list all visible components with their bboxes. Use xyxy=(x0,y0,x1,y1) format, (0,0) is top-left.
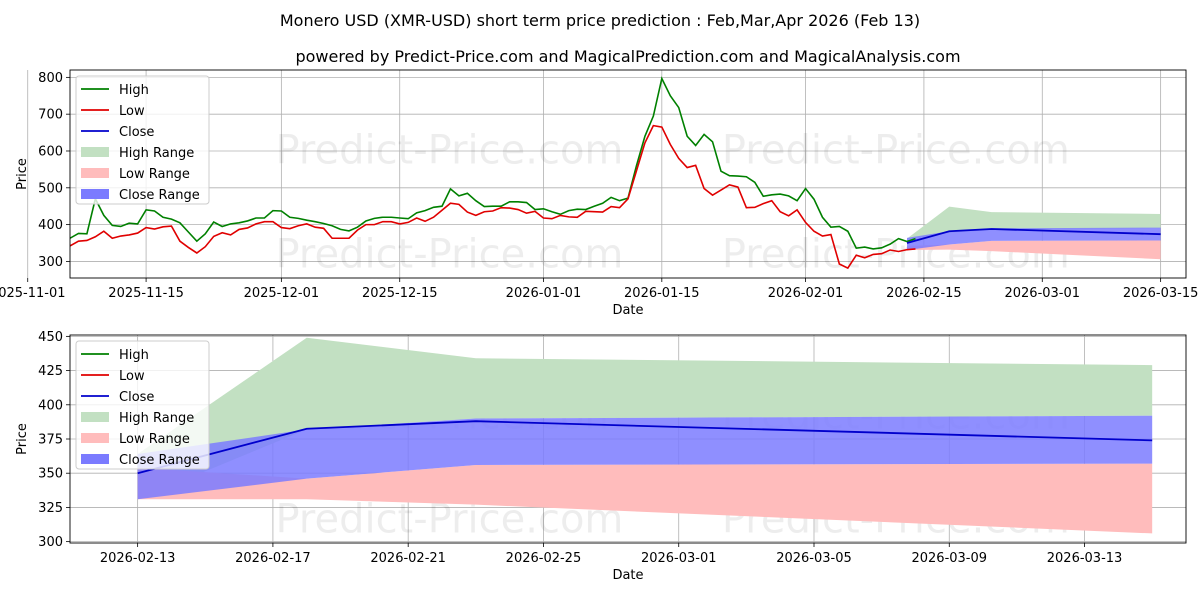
bottom-legend-label: Close xyxy=(119,390,154,405)
top-x-axis-label: Date xyxy=(612,303,643,318)
top-legend-label: Close xyxy=(119,125,154,140)
bottom-y-tick-label: 350 xyxy=(38,467,63,482)
top-x-tick-label: 2026-02-01 xyxy=(768,286,844,301)
top-x-tick-label: 2025-11-01 xyxy=(0,286,66,301)
bottom-legend-label: High Range xyxy=(119,411,194,426)
chart-title: Monero USD (XMR-USD) short term price pr… xyxy=(280,11,920,30)
top-x-tick-label: 2025-12-15 xyxy=(362,286,438,301)
bottom-x-axis-label: Date xyxy=(612,568,643,583)
bottom-x-tick-label: 2026-03-09 xyxy=(911,551,987,566)
bottom-x-tick-label: 2026-02-21 xyxy=(370,551,446,566)
top-y-tick-label: 600 xyxy=(38,144,63,159)
bottom-y-tick-label: 300 xyxy=(38,535,63,550)
top-watermark: Predict-Price.com xyxy=(275,128,623,174)
top-x-tick-label: 2026-01-01 xyxy=(506,286,582,301)
bottom-y-axis-label: Price xyxy=(15,423,30,455)
bottom-high-range-band xyxy=(137,337,1153,500)
bottom-low-range-band xyxy=(137,463,1153,534)
top-legend-label: High Range xyxy=(119,146,194,161)
top-low-line xyxy=(70,124,916,270)
bottom-legend-swatch xyxy=(81,412,109,422)
top-legend-label: Low Range xyxy=(119,167,190,182)
bottom-close-range-band xyxy=(137,415,1153,500)
bottom-x-tick-label: 2026-03-05 xyxy=(776,551,852,566)
bottom-y-tick-label: 325 xyxy=(38,501,63,516)
bottom-legend-label: Close Range xyxy=(119,453,200,468)
top-legend-label: High xyxy=(119,83,149,98)
top-legend: High Low Close High Range Low Range Close Ran… xyxy=(75,75,210,205)
forecast-chart-panel: 300 325 350 375 400 425 450 2026-02-13 2026-02-1… xyxy=(15,330,1187,583)
bottom-close-line xyxy=(137,420,1153,475)
bottom-x-tick-label: 2026-02-13 xyxy=(100,551,176,566)
top-legend-swatch xyxy=(81,189,109,199)
history-chart-panel: 300 400 500 600 700 800 2025-11-01 2025-11-15 20… xyxy=(0,69,1199,318)
top-x-tick-label: 2026-02-15 xyxy=(886,286,962,301)
bottom-y-tick-label: 400 xyxy=(38,398,63,413)
top-x-tick-label: 2026-03-15 xyxy=(1123,286,1199,301)
top-legend-box xyxy=(75,75,210,205)
top-y-tick-label: 400 xyxy=(38,218,63,233)
bottom-legend-label: Low Range xyxy=(119,432,190,447)
chart-subtitle: powered by Predict-Price.com and Magical… xyxy=(295,47,960,66)
bottom-legend-box xyxy=(75,340,210,470)
bottom-x-tick-label: 2026-03-13 xyxy=(1047,551,1123,566)
top-y-axis-label: Price xyxy=(15,158,30,190)
bottom-x-tick-label: 2026-03-01 xyxy=(641,551,717,566)
top-x-tick-label: 2026-01-15 xyxy=(624,286,700,301)
top-close-range-band xyxy=(907,227,1161,251)
bottom-y-tick-label: 450 xyxy=(38,330,63,345)
bottom-axes-frame xyxy=(69,334,1187,544)
top-plot-area xyxy=(70,76,1161,270)
top-legend-label: Close Range xyxy=(119,188,200,203)
top-high-line xyxy=(70,76,916,250)
bottom-y-tick-label: 375 xyxy=(38,433,63,448)
top-watermark: Predict-Price.com xyxy=(722,128,1070,174)
top-axes-frame xyxy=(69,69,1187,279)
bottom-plot-area xyxy=(137,337,1153,534)
top-close-line xyxy=(906,228,1161,244)
top-x-tick-label: 2026-03-01 xyxy=(1004,286,1080,301)
bottom-legend-swatch xyxy=(81,433,109,443)
bottom-legend-swatch xyxy=(81,454,109,464)
top-y-tick-label: 700 xyxy=(38,108,63,123)
top-legend-swatch xyxy=(81,168,109,178)
bottom-legend-label: High xyxy=(119,348,149,363)
top-legend-label: Low xyxy=(119,104,145,119)
top-x-tick-label: 2025-11-15 xyxy=(108,286,184,301)
top-low-range-band xyxy=(907,240,1161,260)
bottom-legend: High Low Close High Range Low Range Close Ran… xyxy=(75,340,210,470)
bottom-legend-label: Low xyxy=(119,369,145,384)
bottom-y-tick-label: 425 xyxy=(38,364,63,379)
bottom-x-tick-label: 2026-02-17 xyxy=(235,551,311,566)
top-watermark: Predict-Price.com xyxy=(275,232,623,278)
top-y-tick-label: 800 xyxy=(38,71,63,86)
top-legend-swatch xyxy=(81,147,109,157)
top-y-tick-label: 300 xyxy=(38,255,63,270)
top-x-tick-label: 2025-12-01 xyxy=(244,286,320,301)
top-y-tick-label: 500 xyxy=(38,181,63,196)
bottom-x-tick-label: 2026-02-25 xyxy=(506,551,582,566)
